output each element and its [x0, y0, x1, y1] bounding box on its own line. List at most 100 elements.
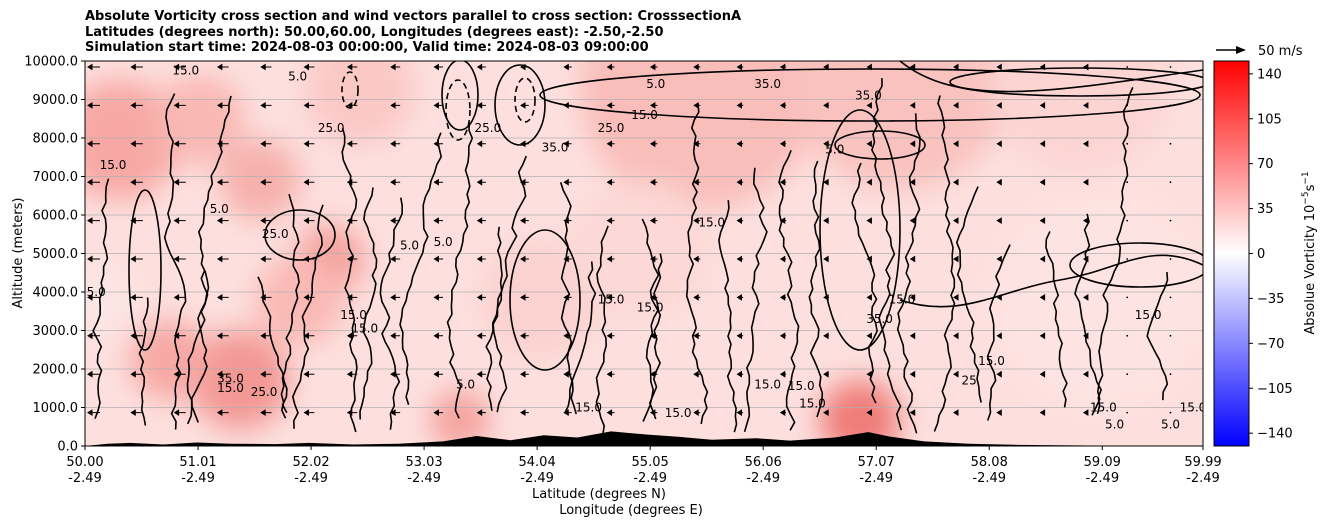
wind-vector-177: [779, 101, 787, 109]
wind-vectors: [87, 63, 1172, 454]
wind-vector-255: [1082, 140, 1089, 148]
wind-vector-231: [996, 63, 1002, 71]
contour-label-2: 15.0: [100, 158, 127, 172]
contour-line-12: [446, 122, 474, 419]
colorbar-tick-label-4: 0: [1257, 247, 1265, 262]
wind-vector-166: [736, 101, 744, 109]
contour-label-21: 15.0: [698, 216, 725, 230]
wind-vector-126: [563, 255, 572, 263]
wind-vector-123: [563, 140, 572, 148]
colorbar-tick-label-7: −105: [1257, 382, 1293, 397]
x-tick-label-lat-3: 53.03: [405, 455, 442, 470]
wind-vector-52: [260, 370, 272, 378]
wind-vector-155: [693, 101, 701, 109]
wind-vector-0: [87, 63, 100, 71]
wind-vector-242: [1039, 63, 1046, 71]
wind-vector-257: [1082, 217, 1089, 225]
x-tick-label-lon-5: -2.49: [633, 471, 667, 486]
wind-vector-3: [87, 178, 100, 186]
wind-vector-48: [260, 217, 272, 225]
wind-vector-167: [736, 140, 744, 148]
contour-label-9: 5.0: [646, 77, 665, 91]
field-blob-13: [570, 180, 710, 320]
wind-vector-140: [606, 370, 615, 378]
wind-vector-113: [520, 178, 529, 186]
wind-vector-163: [693, 409, 701, 417]
contour-line-27: [896, 113, 921, 434]
contour-label-4: 35.0: [542, 140, 569, 154]
wind-vector-250: [1039, 370, 1046, 378]
field-blob-1: [155, 75, 245, 165]
wind-vector-161: [693, 332, 701, 340]
wind-vector-36: [216, 178, 229, 186]
colorbar-label-unit-exponent: −1: [1301, 171, 1311, 184]
contour-line-25: [851, 162, 878, 404]
wind-vector-49: [260, 255, 272, 263]
wind-vector-142: [608, 449, 615, 454]
wind-vector-180: [779, 217, 787, 225]
contour-label-27: 15.0: [799, 397, 826, 411]
colorbar-tick-label-6: −70: [1257, 337, 1284, 352]
wind-vector-80: [390, 178, 401, 186]
wind-vector-204: [866, 293, 872, 301]
wind-vector-160: [693, 293, 701, 301]
wind-vector-28: [173, 293, 186, 301]
wind-vector-183: [779, 332, 787, 340]
wind-vector-24: [173, 140, 186, 148]
wind-vector-26: [173, 217, 186, 225]
wind-vector-39: [216, 293, 229, 301]
contour-label-30: 15.0: [1090, 400, 1117, 414]
wind-vector-16: [130, 255, 143, 263]
x-axis: 50.00-2.4951.01-2.4952.02-2.4953.03-2.49…: [66, 446, 1222, 486]
field-blob-8: [790, 61, 1010, 190]
x-tick-label-lat-0: 50.00: [66, 455, 103, 470]
wind-vector-131: [564, 449, 571, 454]
wind-vector-263: [1084, 449, 1088, 454]
wind-vector-84: [390, 332, 401, 340]
contour-label-32: 5.0: [1161, 418, 1180, 432]
contour-line-20: [685, 103, 709, 425]
wind-vector-241: [997, 449, 1001, 454]
colorbar-label-base: Absolue Vorticity 10: [1303, 205, 1318, 335]
wind-vector-252: [1041, 449, 1045, 454]
wind-vector-81: [390, 217, 401, 225]
wind-vector-94: [433, 293, 444, 301]
y-tick-label-3: 3000.0: [33, 324, 79, 339]
wind-vector-179: [779, 178, 787, 186]
wind-vector-220: [953, 63, 959, 71]
wind-vector-129: [563, 370, 572, 378]
contour-line-4: [186, 95, 232, 425]
x-tick-label-lat-10: 59.99: [1184, 455, 1221, 470]
wind-vector-217: [909, 370, 916, 378]
field-blob-7: [580, 61, 820, 210]
wind-vector-165: [736, 63, 744, 71]
wind-vector-256: [1082, 178, 1089, 186]
y-axis-label: Altitude (meters): [11, 198, 26, 309]
field-blob-12: [480, 240, 600, 360]
wind-vector-103: [476, 217, 486, 225]
contour-line-9: [359, 187, 378, 420]
wind-vector-216: [909, 332, 916, 340]
contour-line-33: [1091, 86, 1134, 416]
wind-vector-4: [87, 217, 100, 225]
wind-vector-245: [1039, 178, 1046, 186]
wind-vector-31: [173, 409, 186, 417]
y-tick-label-2: 2000.0: [33, 363, 79, 378]
wind-vector-114: [520, 217, 529, 225]
wind-vector-55: [303, 63, 315, 71]
x-tick-label-lat-1: 51.01: [179, 455, 216, 470]
wind-vector-175: [738, 449, 744, 454]
contour-line-8: [341, 127, 358, 433]
contour-label-5: 25.0: [475, 121, 502, 135]
contour-line-1: [138, 297, 149, 426]
wind-vector-83: [390, 293, 401, 301]
wind-vector-93: [433, 255, 444, 263]
wind-vector-146: [649, 178, 658, 186]
wind-vector-132: [606, 63, 615, 71]
wind-vector-277: [1169, 142, 1172, 145]
contour-label-20: 15.0: [637, 300, 664, 314]
wind-vector-206: [866, 370, 872, 378]
wind-vector-101: [476, 140, 486, 148]
wind-vector-56: [303, 101, 315, 109]
contour-line-7: [291, 204, 324, 429]
